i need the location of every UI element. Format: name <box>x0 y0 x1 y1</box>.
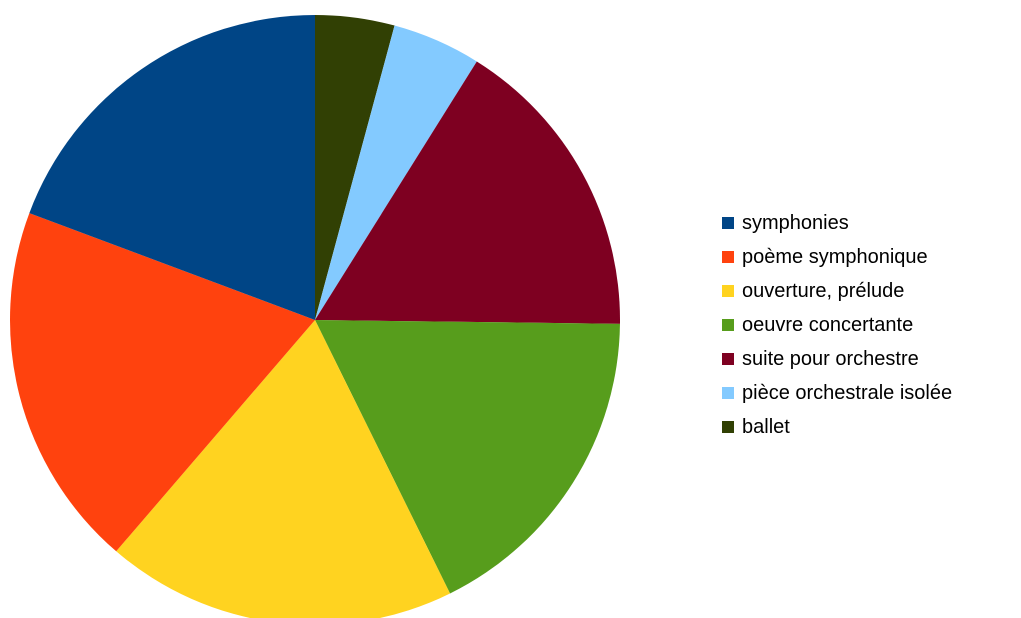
legend-label: poème symphonique <box>742 246 928 268</box>
legend-swatch <box>722 285 734 297</box>
legend-swatch <box>722 421 734 433</box>
legend-item-poeme-symphonique: poème symphonique <box>722 240 952 274</box>
legend-label: ballet <box>742 416 790 438</box>
legend-label: oeuvre concertante <box>742 314 914 336</box>
legend-label: pièce orchestrale isolée <box>742 382 953 404</box>
legend-item-suite-pour-orchestre: suite pour orchestre <box>722 342 952 376</box>
legend-label: ouverture, prélude <box>742 280 905 302</box>
legend-label: symphonies <box>742 212 849 234</box>
legend-swatch <box>722 353 734 365</box>
pie-slice-symphonies <box>29 15 315 320</box>
pie-slice-ouverture-prelude <box>116 320 451 618</box>
legend-label: suite pour orchestre <box>742 348 919 370</box>
legend-item-symphonies: symphonies <box>722 206 952 240</box>
pie-slice-oeuvre-concertante <box>315 320 620 594</box>
legend-swatch <box>722 251 734 263</box>
legend-item-oeuvre-concertante: oeuvre concertante <box>722 308 952 342</box>
legend-item-ouverture-prelude: ouverture, prélude <box>722 274 952 308</box>
legend-item-ballet: ballet <box>722 410 952 444</box>
pie-slice-piece-orchestrale-isolee <box>315 25 477 321</box>
pie-slice-suite-pour-orchestre <box>315 61 621 324</box>
pie-slice-poeme-symphonique <box>9 213 316 552</box>
chart-legend: symphonies poème symphonique ouverture, pr… <box>722 206 952 444</box>
legend-swatch <box>722 319 734 331</box>
pie-slice-ballet <box>315 15 395 320</box>
legend-swatch <box>722 217 734 229</box>
legend-item-piece-orchestrale-isolee: pièce orchestrale isolée <box>722 376 952 410</box>
legend-swatch <box>722 387 734 399</box>
